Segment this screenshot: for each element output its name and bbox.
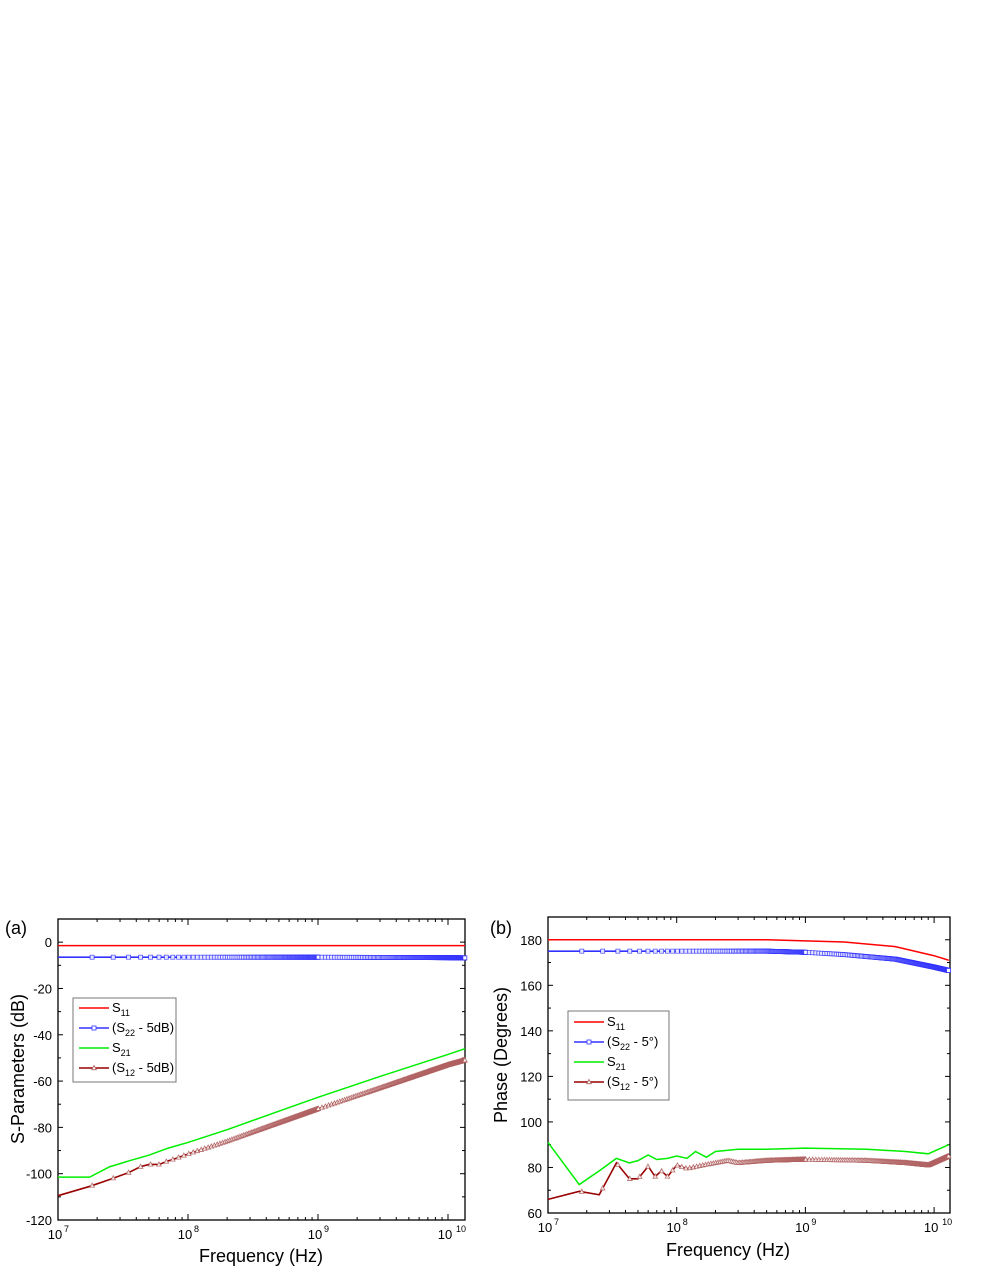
- y-tick-label: -20: [33, 981, 52, 996]
- legend-item-s12: (S12 - 5°): [574, 1074, 658, 1092]
- panel-a-series: [57, 944, 468, 1197]
- x-tick-exponent: 7: [554, 1217, 559, 1227]
- legend-item-s22: (S22 - 5dB): [79, 1020, 174, 1038]
- s11-line: [548, 939, 949, 961]
- panel-b-x-axis-title: Frequency (Hz): [666, 1240, 790, 1260]
- panel-a-x-axis-title: Frequency (Hz): [199, 1246, 323, 1266]
- x-tick-exponent: 10: [456, 1224, 466, 1234]
- panel-b-y-axis-title: Phase (Degrees): [491, 987, 511, 1123]
- panel-a-y-ticks: 0 -20 -40 -60 -80 -100 -120: [26, 935, 465, 1228]
- panel-b-y-ticks: 180 160 140 120 100 80 60: [520, 933, 950, 1221]
- s21-line: [58, 1047, 466, 1178]
- x-tick-exponent: 9: [324, 1224, 329, 1234]
- panel-b-x-ticks: 10 7 10 8 10 9 10 10: [538, 917, 952, 1235]
- x-tick-label: 10: [308, 1227, 322, 1242]
- x-tick-label: 10: [178, 1227, 192, 1242]
- y-tick-label: 60: [528, 1206, 542, 1221]
- legend-label: S21: [112, 1040, 131, 1058]
- legend-item-s21: S21: [574, 1054, 626, 1072]
- y-tick-label: 120: [520, 1069, 542, 1084]
- panel-b-label: (b): [490, 918, 512, 938]
- y-tick-label: -100: [26, 1167, 52, 1182]
- legend-item-s22: (S22 - 5°): [574, 1034, 658, 1052]
- x-tick-label: 10: [666, 1220, 680, 1235]
- panel-a: (a) 0-20-40-60-80-100-120 10 7 10 8 10 9 10 10 …: [5, 918, 468, 1266]
- legend-item-s11: S11: [79, 1000, 130, 1018]
- chart-svg: (a) 0-20-40-60-80-100-120 10 7 10 8 10 9 10 10 …: [5, 916, 952, 1266]
- x-tick-exponent: 9: [811, 1217, 816, 1227]
- y-tick-label: -40: [33, 1028, 52, 1043]
- x-tick-exponent: 10: [942, 1217, 952, 1227]
- panel-b-legend-box: [567, 1010, 670, 1101]
- s22-markers: [579, 948, 951, 973]
- y-tick-label: 0: [45, 935, 52, 950]
- legend-label: S11: [607, 1014, 625, 1032]
- y-tick-label: 140: [520, 1024, 542, 1039]
- legend-item-s12: (S12 - 5dB): [79, 1060, 174, 1078]
- y-tick-label: 100: [520, 1115, 542, 1130]
- y-tick-label: 80: [528, 1160, 542, 1175]
- figure: (a) 0 -20 -40 -60 -80 -100 -120 10 7 10 8 10 9 10 10 …: [0, 900, 981, 1269]
- s22-markers: [89, 954, 468, 961]
- y-tick-label: 180: [520, 933, 542, 948]
- legend-label: (S22 - 5dB): [112, 1020, 174, 1038]
- legend-label: (S12 - 5°): [607, 1074, 658, 1092]
- x-tick-label: 10: [924, 1220, 938, 1235]
- legend-item-s21: S21: [79, 1040, 131, 1058]
- panel-a-y-axis-title: S-Parameters (dB): [8, 994, 28, 1144]
- y-tick-label: -80: [33, 1120, 52, 1135]
- y-tick-label: -120: [26, 1213, 52, 1228]
- legend-label: (S22 - 5°): [607, 1034, 658, 1052]
- y-tick-label: 160: [520, 978, 542, 993]
- s12-markers: [578, 1152, 952, 1194]
- x-tick-label: 10: [48, 1227, 62, 1242]
- x-tick-exponent: 8: [194, 1224, 199, 1234]
- panel-b-plot-area: [547, 916, 951, 1214]
- s12-markers: [89, 1056, 468, 1188]
- s21-line: [547, 1141, 950, 1186]
- panel-a-label: (a): [5, 918, 27, 938]
- panel-a-plot-area: [57, 918, 466, 1221]
- legend-label: S21: [607, 1054, 626, 1072]
- panel-a-x-ticks: 10 7 10 8 10 9 10 10: [48, 919, 466, 1242]
- legend-label: S11: [112, 1000, 130, 1018]
- panel-b-legend: S11 (S22 - 5°) S21 (S12 - 5°): [567, 1010, 670, 1101]
- legend-label: (S12 - 5dB): [112, 1060, 174, 1078]
- panel-a-legend: S11 (S22 - 5dB) S21 (S12 - 5dB): [72, 997, 177, 1083]
- x-tick-exponent: 8: [683, 1217, 688, 1227]
- y-tick-label: -60: [33, 1074, 52, 1089]
- x-tick-exponent: 7: [64, 1224, 69, 1234]
- x-tick-label: 10: [795, 1220, 809, 1235]
- x-tick-label: 10: [438, 1227, 452, 1242]
- panel-b-series: [547, 939, 952, 1201]
- legend-item-s11: S11: [574, 1014, 625, 1032]
- x-tick-label: 10: [538, 1220, 552, 1235]
